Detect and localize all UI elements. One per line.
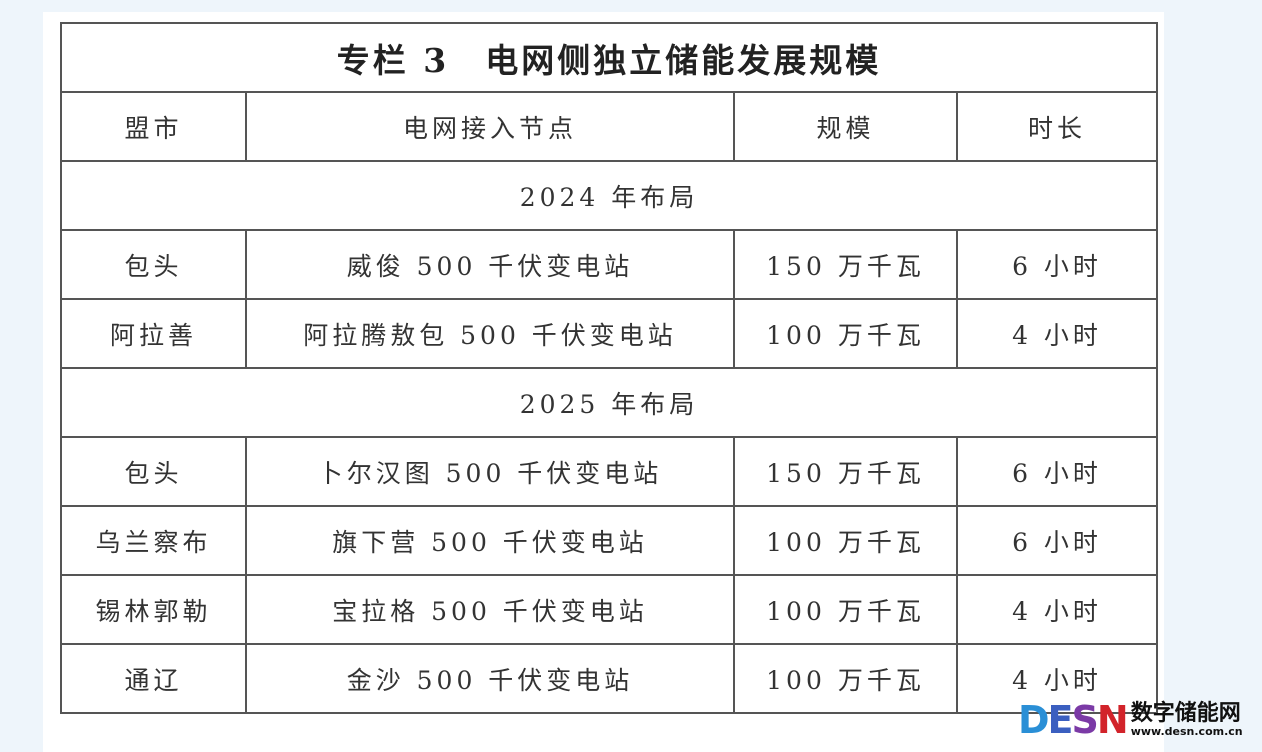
cell-node: 宝拉格 500 千伏变电站 [245,574,735,645]
cell-city: 包头 [60,229,247,300]
cell-node: 阿拉腾敖包 500 千伏变电站 [245,298,735,369]
section-label: 2024 年布局 [59,160,1159,231]
cell-duration: 4 小时 [955,298,1159,369]
section-row: 2025 年布局 [59,367,1159,438]
title-row: 专栏 3 电网侧独立储能发展规模 [59,22,1159,93]
cell-duration: 6 小时 [955,229,1159,300]
cell-scale: 100 万千瓦 [733,643,958,714]
header-city: 盟市 [60,91,247,162]
table-row: 包头 卜尔汉图 500 千伏变电站 150 万千瓦 6 小时 [60,436,1159,507]
storage-scale-table: 专栏 3 电网侧独立储能发展规模 盟市 电网接入节点 规模 时长 2024 年布… [59,22,1159,714]
header-row: 盟市 电网接入节点 规模 时长 [60,91,1159,162]
cell-city: 包头 [60,436,247,507]
watermark-url: www.desn.com.cn [1130,725,1243,738]
table-row: 锡林郭勒 宝拉格 500 千伏变电站 100 万千瓦 4 小时 [60,574,1159,645]
cell-city: 乌兰察布 [60,505,247,576]
cell-scale: 100 万千瓦 [733,298,958,369]
header-duration: 时长 [955,91,1159,162]
cell-node: 卜尔汉图 500 千伏变电站 [245,436,735,507]
cell-scale: 100 万千瓦 [733,505,958,576]
cell-scale: 150 万千瓦 [733,436,958,507]
desn-logo: DESN [1018,698,1129,742]
header-scale: 规模 [733,91,958,162]
cell-scale: 150 万千瓦 [733,229,958,300]
cell-duration: 6 小时 [955,505,1159,576]
table-title: 专栏 3 电网侧独立储能发展规模 [59,22,1159,93]
table-row: 阿拉善 阿拉腾敖包 500 千伏变电站 100 万千瓦 4 小时 [60,298,1159,369]
header-node: 电网接入节点 [245,91,735,162]
table-row: 通辽 金沙 500 千伏变电站 100 万千瓦 4 小时 [60,643,1159,714]
section-row: 2024 年布局 [59,160,1159,231]
cell-duration: 4 小时 [955,643,1159,714]
cell-node: 威俊 500 千伏变电站 [245,229,735,300]
watermark: DESN 数字储能网 www.desn.com.cn [1018,700,1243,740]
cell-duration: 6 小时 [955,436,1159,507]
cell-node: 旗下营 500 千伏变电站 [245,505,735,576]
table-row: 乌兰察布 旗下营 500 千伏变电站 100 万千瓦 6 小时 [60,505,1159,576]
table-row: 包头 威俊 500 千伏变电站 150 万千瓦 6 小时 [60,229,1159,300]
cell-duration: 4 小时 [955,574,1159,645]
cell-city: 阿拉善 [60,298,247,369]
cell-node: 金沙 500 千伏变电站 [245,643,735,714]
cell-city: 通辽 [60,643,247,714]
section-label: 2025 年布局 [59,367,1159,438]
watermark-name: 数字储能网 [1130,701,1241,726]
cell-scale: 100 万千瓦 [733,574,958,645]
cell-city: 锡林郭勒 [60,574,247,645]
